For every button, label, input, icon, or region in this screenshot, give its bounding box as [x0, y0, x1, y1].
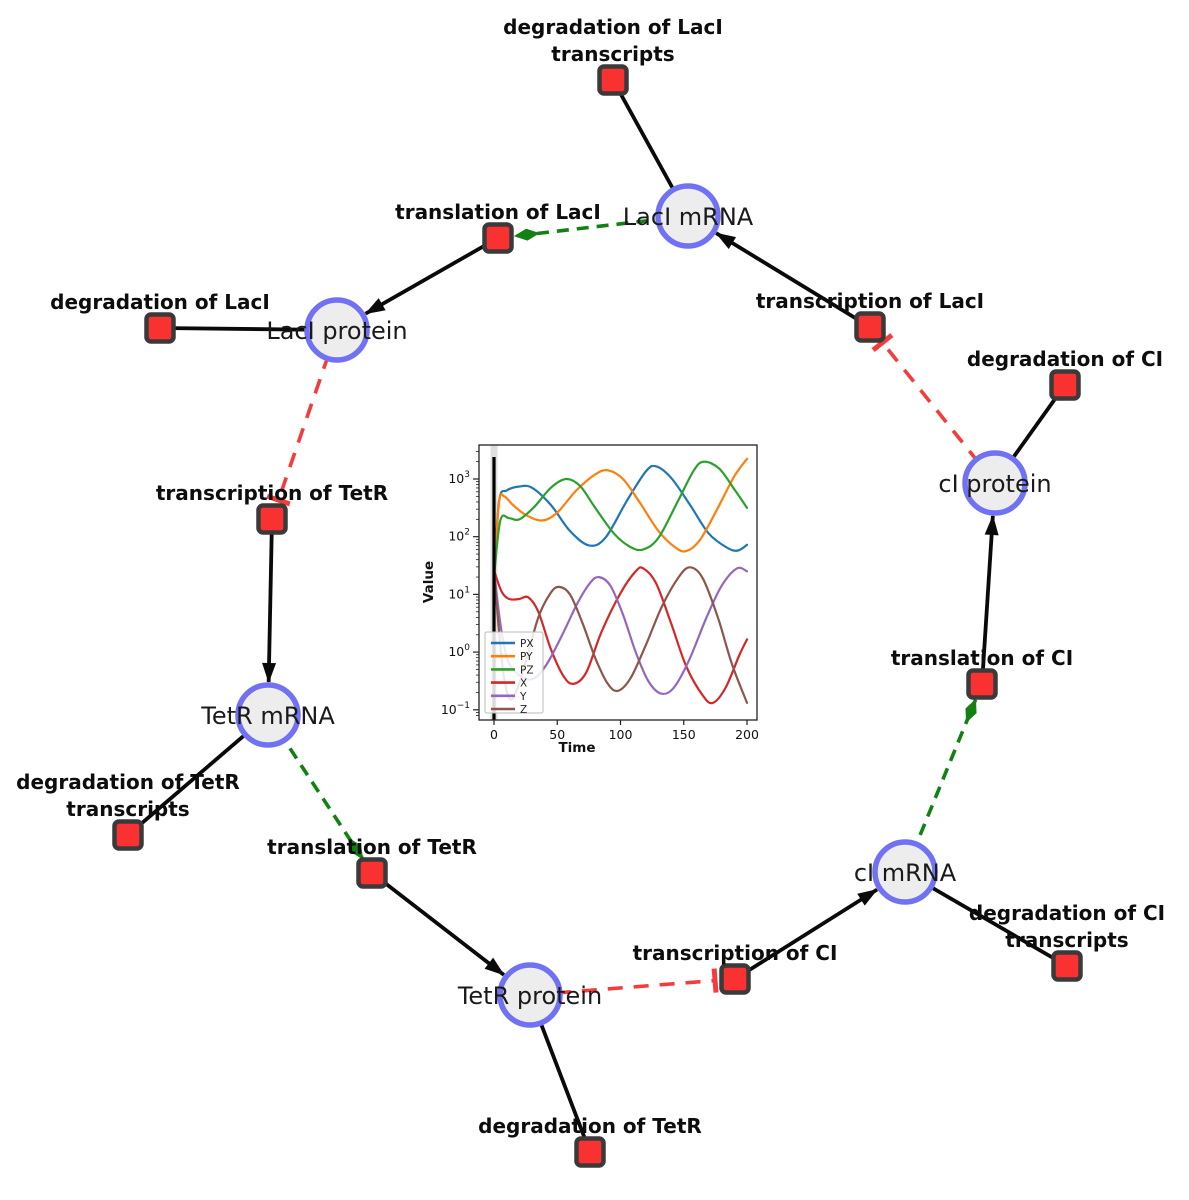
reaction-label: degradation of CI	[969, 901, 1165, 925]
reaction-label: translation of TetR	[267, 835, 477, 859]
legend-frame	[484, 631, 544, 714]
species-label: LacI mRNA	[623, 203, 754, 231]
y-tick-label: 101	[448, 585, 470, 601]
reaction-label: degradation of TetR	[16, 770, 240, 794]
legend-label: X	[520, 678, 527, 690]
x-tick-label: 200	[735, 727, 759, 742]
series-X	[492, 566, 749, 705]
species-node-laci-mrna[interactable]	[655, 183, 721, 249]
reaction-node-deg-ci-transcripts[interactable]	[1051, 950, 1083, 982]
species-node-tetr-mrna[interactable]	[235, 682, 301, 748]
legend-label: Z	[520, 704, 527, 716]
reaction-node-translation-ci[interactable]	[966, 668, 998, 700]
reaction-label: translation of CI	[891, 646, 1073, 670]
reaction-node-transcription-ci[interactable]	[719, 963, 751, 995]
legend-label: PY	[520, 651, 533, 663]
reaction-label: translation of LacI	[395, 200, 601, 224]
series-PZ	[492, 460, 749, 579]
series-PY	[492, 457, 749, 579]
species-label: cI protein	[938, 470, 1051, 498]
reaction-node-deg-laci-transcripts[interactable]	[597, 64, 629, 96]
reaction-node-deg-tetr-transcripts[interactable]	[112, 819, 144, 851]
reaction-label: transcription of LacI	[756, 289, 984, 313]
reaction-label: degradation of LacI	[50, 290, 270, 314]
reaction-node-transcription-tetr[interactable]	[256, 503, 288, 535]
reaction-node-deg-ci[interactable]	[1049, 369, 1081, 401]
reaction-label: transcripts	[551, 42, 674, 66]
edge-production-transcription-laci-laci-mrna	[715, 231, 871, 329]
species-label: LacI protein	[266, 317, 407, 345]
species-node-ci-protein[interactable]	[962, 450, 1028, 516]
x-tick-label: 150	[672, 727, 696, 742]
axes-frame	[478, 444, 758, 721]
reaction-label: transcription of CI	[633, 941, 838, 965]
edge-production-translation-ci-ci-protein	[980, 514, 999, 685]
edge-production-translation-tetr-tetr-protein	[370, 871, 506, 977]
edge-production-transcription-tetr-tetr-mrna	[262, 518, 277, 684]
reaction-label: degradation of LacI	[503, 15, 723, 39]
legend-label: Y	[519, 691, 527, 703]
species-node-laci-protein[interactable]	[304, 297, 370, 363]
series-PX	[492, 464, 749, 579]
x-tick-label: 50	[549, 727, 565, 742]
reaction-label: transcription of TetR	[156, 481, 388, 505]
species-node-tetr-protein[interactable]	[497, 962, 563, 1028]
legend-label: PX	[520, 638, 534, 650]
y-tick-label: 100	[448, 643, 470, 659]
edge-production-translation-laci-laci-protein	[364, 236, 499, 316]
y-tick-label: 10−1	[441, 701, 470, 717]
y-axis-label: Value	[421, 561, 437, 603]
x-tick-label: 100	[609, 727, 633, 742]
reaction-label: degradation of CI	[967, 347, 1163, 371]
simulation-plot: 0 50 100 150 20010−1100101102103TimeValuePXP…	[421, 444, 759, 756]
reaction-node-translation-tetr[interactable]	[356, 857, 388, 889]
x-axis-label: Time	[558, 740, 595, 756]
reaction-node-deg-laci[interactable]	[144, 312, 176, 344]
species-node-ci-mrna[interactable]	[872, 839, 938, 905]
reaction-node-translation-laci[interactable]	[482, 222, 514, 254]
x-tick-label: 0	[490, 727, 498, 742]
reaction-node-deg-tetr[interactable]	[574, 1136, 606, 1168]
edge-production-transcription-ci-ci-mrna	[733, 887, 879, 981]
reaction-label: transcripts	[66, 797, 189, 821]
y-tick-label: 103	[448, 470, 470, 486]
y-tick-label: 102	[448, 528, 470, 544]
legend-label: PZ	[520, 664, 534, 676]
species-label: TetR protein	[457, 982, 602, 1010]
reaction-label: degradation of TetR	[478, 1114, 702, 1138]
species-label: cI mRNA	[854, 859, 957, 887]
reaction-node-transcription-laci[interactable]	[854, 311, 886, 343]
reaction-label: transcripts	[1005, 928, 1128, 952]
species-label: TetR mRNA	[200, 702, 335, 730]
